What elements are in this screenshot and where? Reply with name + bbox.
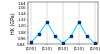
Y-axis label: HK (GPa): HK (GPa) [11, 12, 16, 34]
